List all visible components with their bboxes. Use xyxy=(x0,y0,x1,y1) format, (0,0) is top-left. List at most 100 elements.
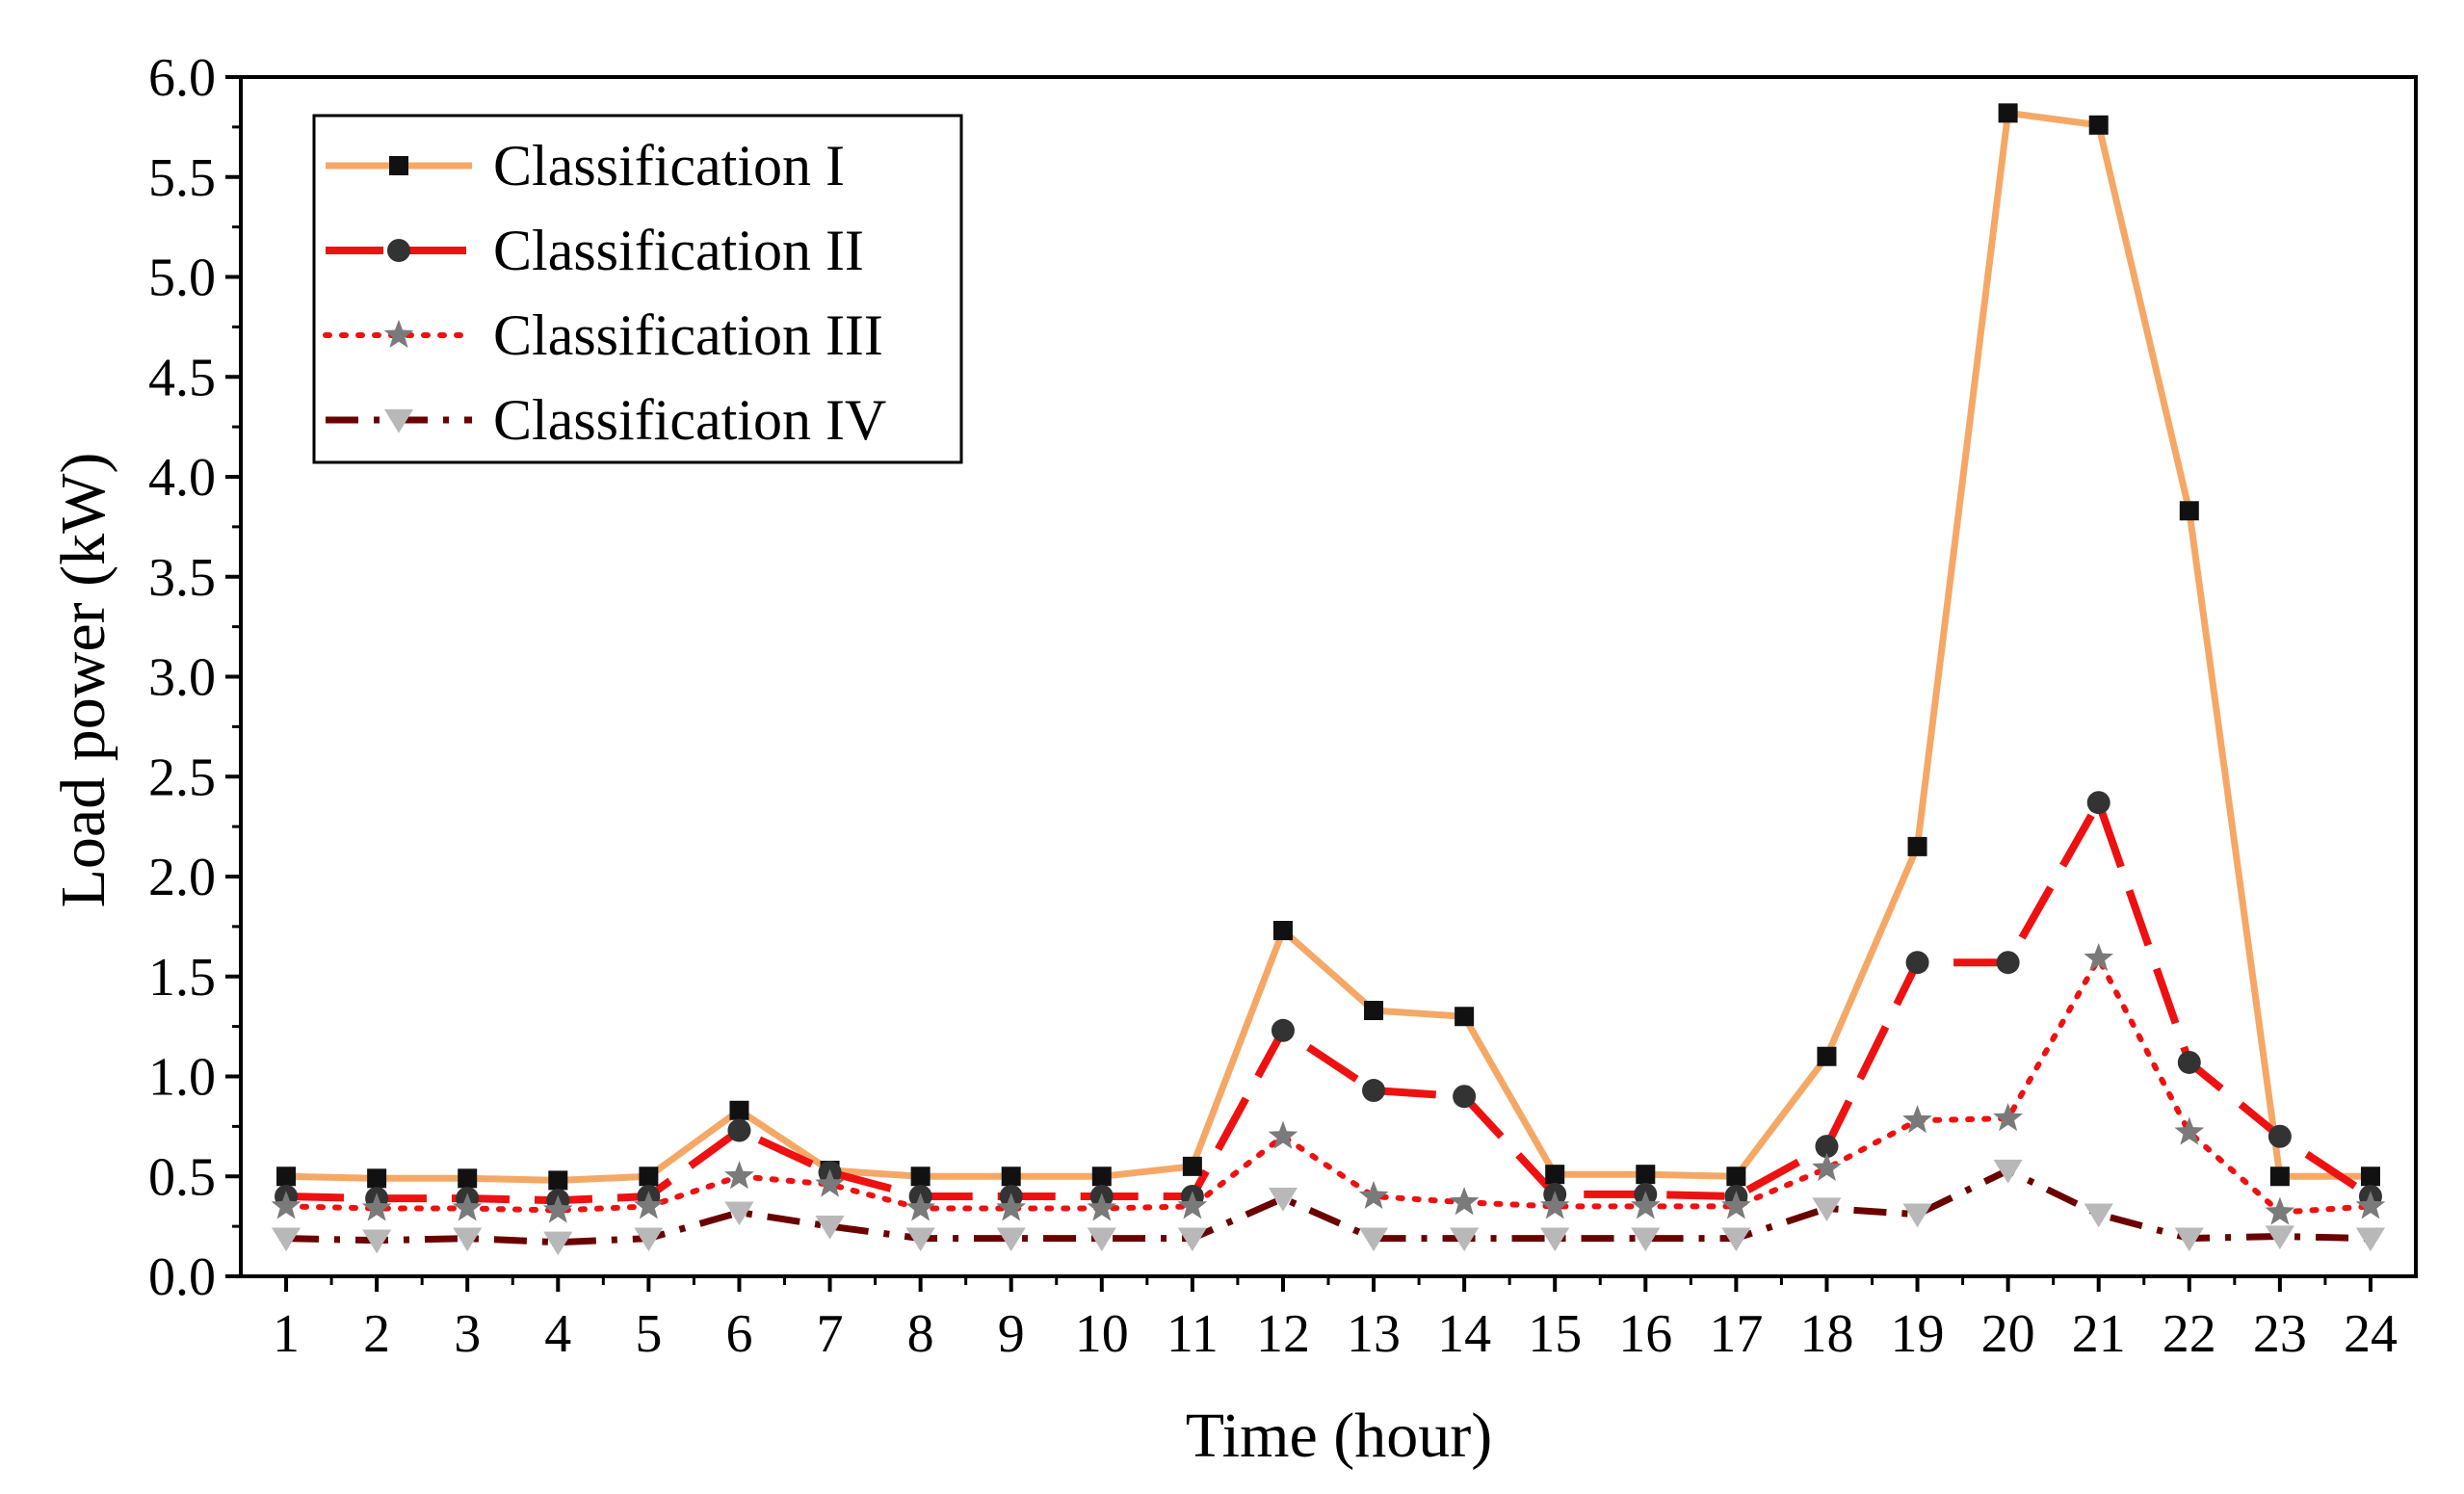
data-point-s4-x23 xyxy=(2265,1225,2294,1250)
data-point-s1-x5 xyxy=(639,1166,659,1187)
data-point-s3-x7 xyxy=(815,1168,845,1197)
y-tick-label-12: 6.0 xyxy=(148,48,216,108)
data-point-s2-x14 xyxy=(1453,1085,1477,1109)
x-tick-label-22: 22 xyxy=(2163,1304,2216,1364)
data-point-s4-x7 xyxy=(815,1216,845,1240)
data-point-s2-x6 xyxy=(727,1118,751,1142)
data-point-s4-x18 xyxy=(1812,1197,1842,1222)
y-tick-label-10: 5.0 xyxy=(148,249,216,308)
data-point-s3-x4 xyxy=(543,1194,573,1223)
y-tick-label-2: 1.0 xyxy=(148,1048,216,1108)
data-point-s3-x19 xyxy=(1902,1105,1932,1134)
data-point-s1-x18 xyxy=(1817,1046,1837,1066)
data-point-s4-x8 xyxy=(905,1227,935,1252)
y-tick-label-11: 5.5 xyxy=(148,148,216,208)
data-point-s1-x3 xyxy=(458,1168,478,1189)
y-tick-label-4: 2.0 xyxy=(148,848,216,907)
data-point-s3-x8 xyxy=(905,1193,935,1221)
data-point-s1-x24 xyxy=(2360,1166,2380,1187)
data-point-s1-x22 xyxy=(2179,501,2199,521)
data-point-s3-x13 xyxy=(1358,1180,1389,1209)
data-point-s4-x9 xyxy=(996,1227,1026,1252)
legend-marker-4 xyxy=(383,408,414,433)
y-tick-label-5: 2.5 xyxy=(148,747,216,807)
data-point-s4-x1 xyxy=(271,1227,301,1252)
legend-label-3: Classification III xyxy=(493,303,883,367)
series-line-3 xyxy=(283,956,2373,1216)
x-tick-label-1: 1 xyxy=(273,1304,300,1364)
y-tick-label-3: 1.5 xyxy=(148,948,216,1008)
x-tick-label-18: 18 xyxy=(1799,1304,1853,1364)
data-point-s4-x5 xyxy=(634,1227,664,1252)
data-point-s2-x19 xyxy=(1905,951,1929,975)
data-point-s2-x22 xyxy=(2177,1050,2201,1074)
data-point-s1-x20 xyxy=(1998,103,2018,123)
data-point-s1-x1 xyxy=(276,1166,297,1187)
y-axis-title: Load power (kW) xyxy=(48,453,118,908)
x-tick-label-13: 13 xyxy=(1347,1304,1401,1364)
legend-label-4: Classification IV xyxy=(493,388,886,452)
x-tick-label-11: 11 xyxy=(1166,1304,1219,1364)
legend-box xyxy=(312,114,963,464)
axes-layer: 1 2 3 4 5 6 7 8 9 10 11 12 13 14 15 16 17 18 19 20 21 22 23 240… xyxy=(148,48,2418,1364)
legend-marker-2 xyxy=(387,239,410,262)
data-point-s1-x4 xyxy=(548,1170,568,1191)
data-point-s4-x19 xyxy=(1902,1203,1932,1228)
data-point-s1-x8 xyxy=(910,1166,931,1187)
x-tick-label-6: 6 xyxy=(725,1304,752,1364)
y-tick-label-7: 3.5 xyxy=(148,548,216,608)
x-tick-label-12: 12 xyxy=(1256,1304,1310,1364)
data-point-s3-x24 xyxy=(2355,1191,2386,1219)
data-point-s1-x10 xyxy=(1091,1166,1112,1187)
data-point-s1-x23 xyxy=(2269,1166,2290,1187)
data-point-s2-x23 xyxy=(2267,1124,2292,1148)
legend-label-2: Classification II xyxy=(493,219,864,282)
data-point-s4-x2 xyxy=(362,1229,392,1254)
x-tick-label-2: 2 xyxy=(363,1304,390,1364)
data-point-s2-x20 xyxy=(1996,951,2020,975)
data-point-s3-x2 xyxy=(361,1193,392,1221)
data-point-s3-x21 xyxy=(2084,943,2113,972)
data-point-s3-x20 xyxy=(1993,1103,2023,1132)
data-point-s4-x14 xyxy=(1450,1227,1480,1252)
data-point-s1-x6 xyxy=(729,1100,749,1120)
data-point-s1-x21 xyxy=(2088,115,2109,135)
series-line-1 xyxy=(285,109,2371,1184)
x-axis-title: Time (hour) xyxy=(1186,1401,1492,1471)
x-tick-label-24: 24 xyxy=(2344,1304,2398,1364)
legend-marker-3 xyxy=(383,319,414,348)
data-point-s3-x22 xyxy=(2174,1116,2205,1145)
data-point-s4-x12 xyxy=(1268,1187,1298,1212)
data-point-s1-x2 xyxy=(367,1168,387,1189)
data-point-s2-x12 xyxy=(1271,1018,1295,1042)
data-point-s3-x3 xyxy=(452,1193,483,1221)
data-point-s4-x22 xyxy=(2174,1227,2204,1252)
data-point-s4-x24 xyxy=(2355,1227,2386,1252)
data-point-s2-x21 xyxy=(2086,791,2110,815)
x-tick-label-17: 17 xyxy=(1709,1304,1763,1364)
legend: Classification I Classification II Classif… xyxy=(312,114,963,464)
data-point-s3-x12 xyxy=(1268,1120,1298,1149)
y-tick-label-6: 3.0 xyxy=(148,648,216,708)
data-point-s4-x13 xyxy=(1358,1227,1389,1252)
data-point-s3-x16 xyxy=(1631,1191,1661,1219)
data-point-s3-x15 xyxy=(1539,1191,1570,1219)
x-tick-label-15: 15 xyxy=(1528,1304,1582,1364)
data-point-s1-x19 xyxy=(1907,836,1927,856)
series-layer xyxy=(283,109,2373,1246)
data-point-s1-x12 xyxy=(1272,921,1293,941)
y-tick-label-9: 4.5 xyxy=(148,348,216,407)
y-tick-label-8: 4.0 xyxy=(148,448,216,508)
data-point-s3-x23 xyxy=(2265,1196,2295,1225)
data-point-s4-x6 xyxy=(724,1201,754,1226)
data-point-s3-x1 xyxy=(271,1191,301,1219)
data-point-s1-x9 xyxy=(1001,1166,1021,1187)
data-point-s1-x14 xyxy=(1455,1007,1475,1027)
x-tick-label-9: 9 xyxy=(998,1304,1025,1364)
x-tick-label-3: 3 xyxy=(454,1304,481,1364)
data-point-s4-x15 xyxy=(1540,1227,1570,1252)
legend-marker-1 xyxy=(389,156,408,175)
series-line-4 xyxy=(285,1166,2372,1246)
data-point-s3-x10 xyxy=(1087,1193,1117,1221)
